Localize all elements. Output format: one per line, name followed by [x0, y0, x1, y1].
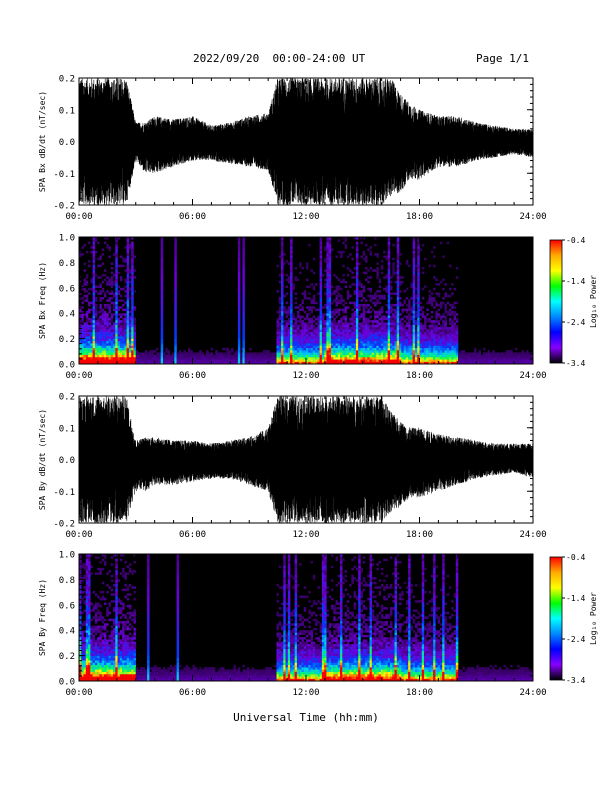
- x-tick-label: 24:00: [519, 212, 546, 222]
- y-tick-label: 0.8: [59, 576, 75, 586]
- y-tick-label: 0.1: [59, 106, 75, 116]
- y-tick-label: 0.2: [59, 393, 75, 403]
- colorbar-tick-label: -0.4: [566, 236, 585, 245]
- x-tick-label: 24:00: [519, 530, 546, 540]
- colorbar-label: Log₁₀ Power: [589, 592, 598, 645]
- colorbar-label: Log₁₀ Power: [589, 275, 598, 328]
- colorbar: [549, 556, 563, 681]
- y-tick-label: 1.0: [59, 234, 75, 244]
- y-axis-label: SPA Bx dB/dt (nT/sec): [38, 91, 47, 192]
- x-tick-label: 12:00: [292, 371, 319, 381]
- y-tick-label: -0.1: [53, 488, 75, 498]
- y-axis-label: SPA By dB/dt (nT/sec): [38, 409, 47, 510]
- x-tick-label: 18:00: [406, 212, 433, 222]
- x-tick-label: 24:00: [519, 688, 546, 698]
- colorbar-tick-label: -2.4: [566, 318, 585, 327]
- y-tick-label: 0.8: [59, 259, 75, 269]
- y-tick-label: -0.2: [53, 202, 75, 212]
- y-tick-label: 0.0: [59, 138, 75, 148]
- colorbar: [549, 239, 563, 364]
- colorbar-tick-label: -2.4: [566, 635, 585, 644]
- y-tick-label: 0.6: [59, 284, 75, 294]
- colorbar-tick-label: -0.4: [566, 553, 585, 562]
- y-tick-label: 0.0: [59, 361, 75, 371]
- x-tick-label: 18:00: [406, 371, 433, 381]
- x-tick-label: 00:00: [65, 530, 92, 540]
- x-tick-label: 24:00: [519, 371, 546, 381]
- heatmap-cells: [79, 237, 534, 365]
- y-tick-label: 0.4: [59, 310, 75, 320]
- x-tick-label: 00:00: [65, 688, 92, 698]
- x-tick-label: 06:00: [179, 530, 206, 540]
- colorbar-tick-label: -3.4: [566, 359, 585, 368]
- y-tick-label: 0.1: [59, 424, 75, 434]
- y-tick-label: 0.2: [59, 335, 75, 345]
- x-tick-label: 06:00: [179, 688, 206, 698]
- x-tick-label: 06:00: [179, 212, 206, 222]
- x-tick-label: 12:00: [292, 212, 319, 222]
- y-axis-label: SPA By Freq (Hz): [38, 579, 47, 656]
- y-tick-label: 0.6: [59, 601, 75, 611]
- colorbar-tick-label: -3.4: [566, 676, 585, 685]
- x-tick-label: 18:00: [406, 530, 433, 540]
- x-tick-label: 12:00: [292, 530, 319, 540]
- x-tick-label: 12:00: [292, 688, 319, 698]
- y-axis-label: SPA Bx Freq (Hz): [38, 262, 47, 339]
- x-tick-label: 00:00: [65, 212, 92, 222]
- x-tick-label: 06:00: [179, 371, 206, 381]
- y-tick-label: -0.1: [53, 170, 75, 180]
- y-tick-label: 0.4: [59, 627, 75, 637]
- heatmap-cells: [79, 554, 534, 682]
- colorbar-tick-label: -1.4: [566, 594, 585, 603]
- y-tick-label: 1.0: [59, 551, 75, 561]
- page-indicator: Page 1/1: [476, 52, 529, 65]
- y-tick-label: -0.2: [53, 520, 75, 530]
- x-axis-label: Universal Time (hh:mm): [233, 711, 379, 724]
- x-tick-label: 00:00: [65, 371, 92, 381]
- x-tick-label: 18:00: [406, 688, 433, 698]
- y-tick-label: 0.0: [59, 678, 75, 688]
- figure-title: 2022/09/20 00:00-24:00 UT: [193, 52, 366, 65]
- y-tick-label: 0.2: [59, 652, 75, 662]
- y-tick-label: 0.2: [59, 75, 75, 85]
- y-tick-label: 0.0: [59, 456, 75, 466]
- colorbar-tick-label: -1.4: [566, 277, 585, 286]
